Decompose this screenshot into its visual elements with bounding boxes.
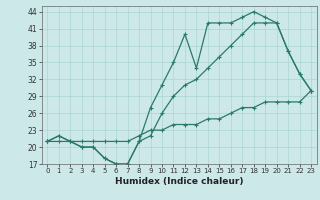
X-axis label: Humidex (Indice chaleur): Humidex (Indice chaleur) [115,177,244,186]
